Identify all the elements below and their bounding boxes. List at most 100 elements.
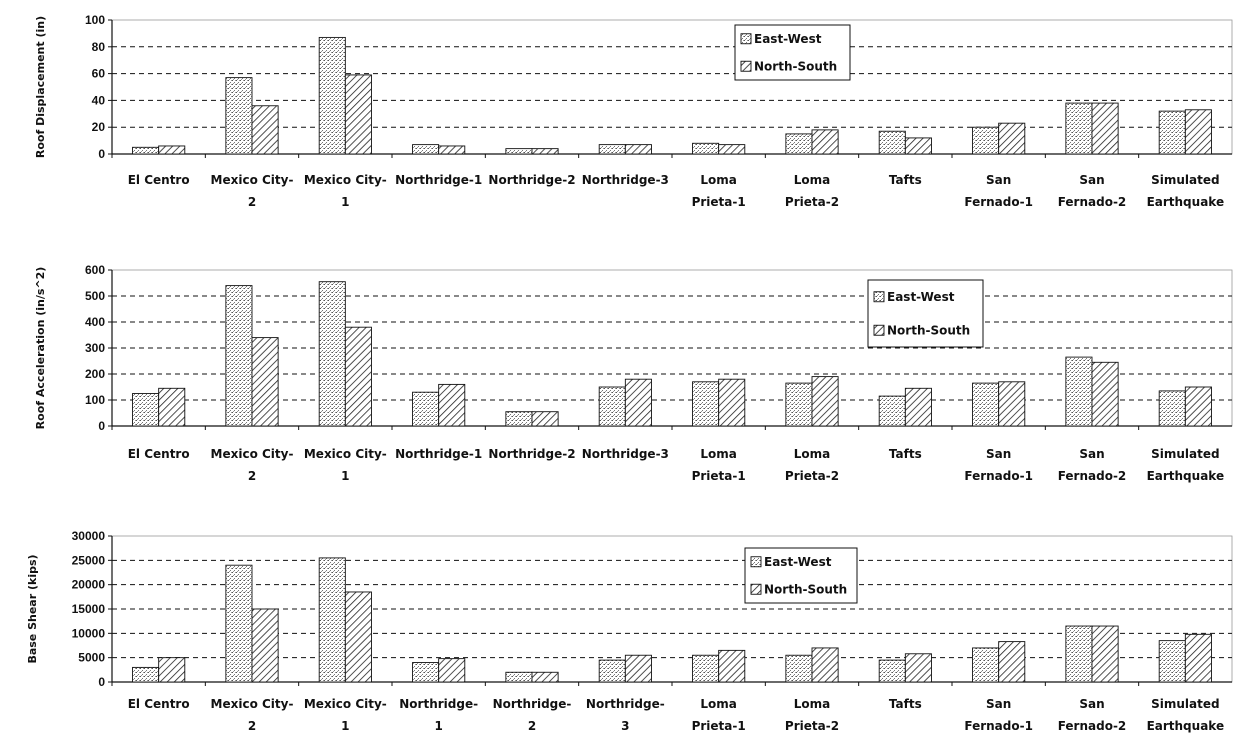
chart-1: 0 20 40 60 80 100 Roof Displacement (in) El Cen… <box>34 13 1232 209</box>
y-axis-label: Roof Acceleration (in/s^2) <box>34 267 47 430</box>
bar-east-west <box>1159 391 1185 426</box>
y-tick-label: 200 <box>85 367 105 381</box>
y-tick-label: 0 <box>98 419 105 433</box>
bar-north-south <box>1092 103 1118 154</box>
y-tick-label: 15000 <box>72 602 106 616</box>
bar-east-west <box>879 396 905 426</box>
bar-north-south <box>252 338 278 426</box>
y-tick-label: 500 <box>85 289 105 303</box>
x-tick-label: Tafts <box>889 447 922 461</box>
legend: East-West North-South <box>735 25 850 80</box>
bar-north-south <box>252 106 278 154</box>
bar-north-south <box>159 146 185 154</box>
y-tick-label: 100 <box>85 13 105 27</box>
legend-label: North-South <box>887 323 970 337</box>
bar-east-west <box>319 558 345 682</box>
legend-swatch-east-west <box>874 292 884 302</box>
x-tick-label: Loma Prieta-2 <box>785 697 839 733</box>
bar-east-west <box>599 660 625 682</box>
bar-east-west <box>413 392 439 426</box>
bar-north-south <box>345 327 371 426</box>
bar-north-south <box>159 388 185 426</box>
bar-north-south <box>625 655 651 682</box>
bar-east-west <box>1066 626 1092 682</box>
x-tick-label: Simulated Earthquake <box>1147 173 1225 209</box>
y-tick-label: 100 <box>85 393 105 407</box>
bar-east-west <box>1159 111 1185 154</box>
legend: East-West North-South <box>868 280 983 347</box>
y-axis-label: Roof Displacement (in) <box>34 16 47 158</box>
legend-label: East-West <box>764 555 832 569</box>
y-tick-label: 300 <box>85 341 105 355</box>
y-tick-label: 20 <box>92 120 106 134</box>
legend-swatch-north-south <box>874 325 884 335</box>
bar-north-south <box>999 382 1025 426</box>
bar-north-south <box>905 654 931 682</box>
x-tick-label: Tafts <box>889 697 922 711</box>
bar-east-west <box>133 667 159 682</box>
bar-north-south <box>159 658 185 682</box>
bar-north-south <box>439 659 465 682</box>
x-tick-label: Northridge-3 <box>582 173 669 187</box>
x-tick-label: Loma Prieta-1 <box>692 447 746 483</box>
x-tick-label: El Centro <box>128 447 190 461</box>
bar-east-west <box>506 672 532 682</box>
bar-east-west <box>1066 357 1092 426</box>
y-tick-label: 20000 <box>72 578 106 592</box>
bar-north-south <box>532 149 558 154</box>
x-tick-label: Northridge-3 <box>582 447 669 461</box>
bar-east-west <box>599 145 625 154</box>
x-tick-label: Mexico City-2 <box>211 697 294 733</box>
x-tick-label: Loma Prieta-1 <box>692 173 746 209</box>
bar-east-west <box>413 145 439 154</box>
y-axis-label: Base Shear (kips) <box>26 554 39 663</box>
x-tick-label: Northridge-3 <box>586 697 665 733</box>
y-tick-label: 600 <box>85 263 105 277</box>
bar-east-west <box>413 663 439 682</box>
x-tick-label: Northridge-2 <box>488 173 575 187</box>
bar-north-south <box>905 388 931 426</box>
bar-east-west <box>879 131 905 154</box>
x-tick-label: Northridge-1 <box>395 173 482 187</box>
x-tick-label: San Fernado-2 <box>1058 697 1127 733</box>
bar-east-west <box>226 565 252 682</box>
x-tick-label: Mexico City-1 <box>304 697 387 733</box>
bar-north-south <box>1185 634 1211 682</box>
x-tick-label: San Fernado-1 <box>964 447 1033 483</box>
bar-east-west <box>506 149 532 154</box>
y-tick-label: 0 <box>98 675 105 689</box>
bar-east-west <box>693 382 719 426</box>
bar-east-west <box>599 387 625 426</box>
plot-area <box>112 20 1232 154</box>
bar-north-south <box>1185 387 1211 426</box>
bar-east-west <box>133 394 159 427</box>
y-tick-label: 40 <box>92 93 106 107</box>
bar-north-south <box>345 592 371 682</box>
legend-swatch-east-west <box>751 557 761 567</box>
bar-east-west <box>226 286 252 426</box>
y-tick-label: 30000 <box>72 529 106 543</box>
bar-east-west <box>786 383 812 426</box>
bar-east-west <box>226 78 252 154</box>
bar-east-west <box>506 412 532 426</box>
x-tick-label: Loma Prieta-2 <box>785 447 839 483</box>
legend-label: East-West <box>887 290 955 304</box>
bar-east-west <box>693 143 719 154</box>
bar-north-south <box>252 609 278 682</box>
legend: East-West North-South <box>745 548 857 603</box>
bar-east-west <box>786 134 812 154</box>
y-tick-label: 10000 <box>72 626 106 640</box>
x-tick-label: Northridge-2 <box>488 447 575 461</box>
legend-swatch-east-west <box>741 34 751 44</box>
bar-east-west <box>1159 641 1185 682</box>
y-tick-label: 60 <box>92 67 106 81</box>
y-tick-label: 5000 <box>78 651 105 665</box>
x-tick-label: Mexico City-2 <box>211 173 294 209</box>
bar-north-south <box>532 412 558 426</box>
bar-north-south <box>812 648 838 682</box>
bar-north-south <box>812 377 838 426</box>
bar-east-west <box>973 383 999 426</box>
chart-2: 0 100 200 300 400 500 600 Roof Acceleration (in… <box>34 263 1232 483</box>
